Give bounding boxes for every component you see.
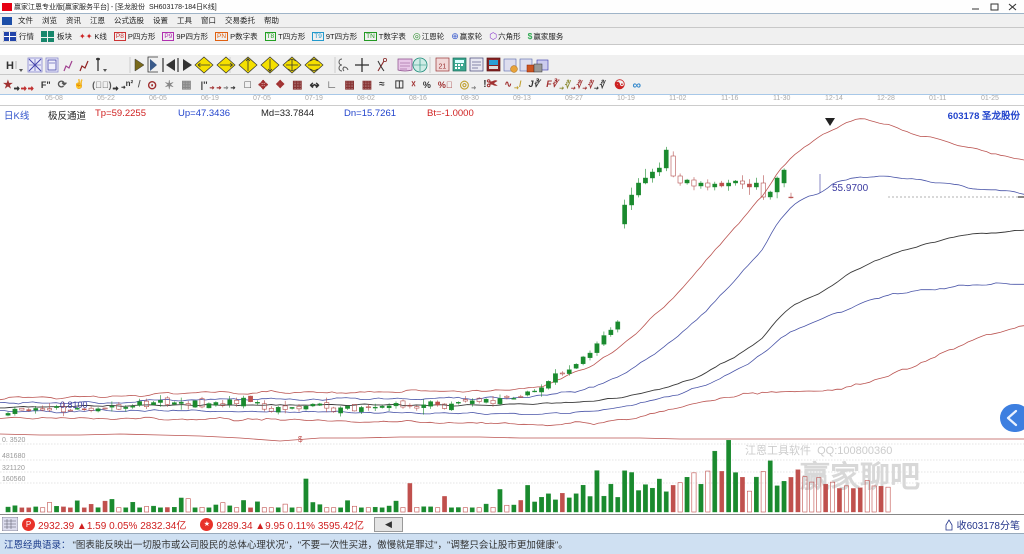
svg-text:H: H [6,60,14,72]
svg-text:321120: 321120 [2,465,25,472]
svg-text:21: 21 [439,63,447,70]
svg-text:55.9700: 55.9700 [832,183,869,194]
svg-text:0.8100: 0.8100 [60,400,88,410]
svg-text:0. 3520: 0. 3520 [2,437,25,444]
svg-text:160560: 160560 [2,476,25,483]
svg-text:江恩工具软件 QQ:100800360: 江恩工具软件 QQ:100800360 [745,443,892,457]
svg-text:481680: 481680 [2,453,25,460]
